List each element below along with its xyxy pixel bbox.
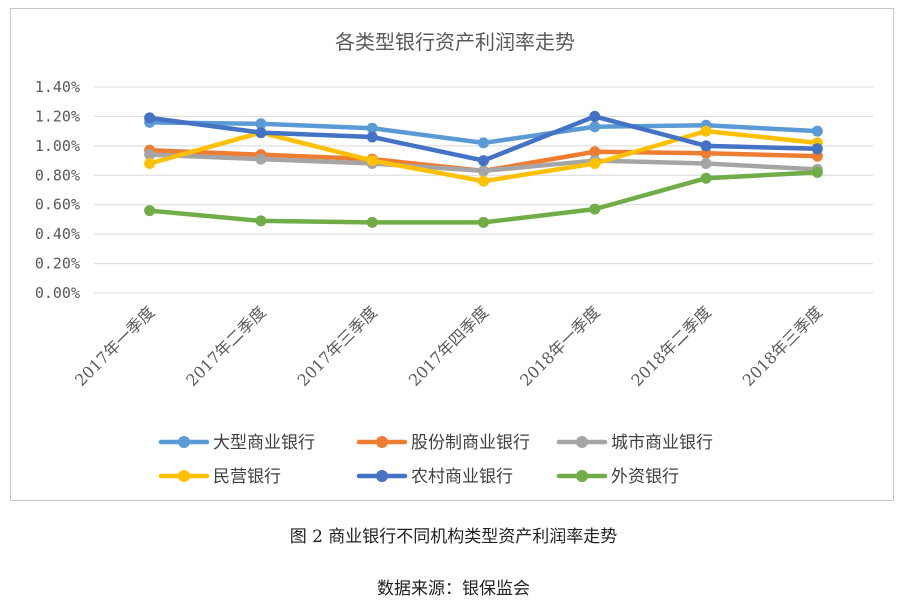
legend-swatch-marker (576, 470, 588, 482)
chart-title: 各类型银行资产利润率走势 (335, 30, 575, 54)
x-tick-label: 2017年一季度 (71, 302, 158, 389)
y-tick-label: 0.00% (35, 284, 80, 302)
x-tick-label: 2017年三季度 (294, 302, 381, 389)
data-point (144, 158, 156, 170)
figure-caption: 图 2 商业银行不同机构类型资产利润率走势 (289, 527, 618, 547)
data-point (589, 121, 601, 133)
data-point (255, 153, 267, 165)
legend-item: 股份制商业银行 (356, 433, 530, 453)
series-4 (144, 110, 823, 167)
data-point (478, 165, 489, 177)
legend-label: 股份制商业银行 (411, 433, 530, 453)
legend-item: 农村商业银行 (356, 467, 513, 487)
y-tick-label: 0.40% (35, 225, 80, 243)
legend-label: 城市商业银行 (611, 433, 713, 453)
legend-item: 大型商业银行 (158, 433, 315, 453)
x-tick-label: 2018年二季度 (627, 302, 714, 389)
data-point (144, 149, 156, 161)
data-point (144, 205, 156, 217)
data-point (478, 216, 489, 228)
data-point (700, 125, 712, 137)
data-point (589, 110, 601, 122)
legend-item: 外资银行 (556, 467, 679, 487)
legend-item: 城市商业银行 (556, 433, 713, 453)
data-point (366, 155, 378, 167)
series-lines (144, 110, 823, 228)
legend-label: 大型商业银行 (213, 433, 315, 453)
legend-label: 民营银行 (213, 467, 281, 487)
y-axis-ticks: 0.00% 0.20% 0.40% 0.60% 0.80% 1.00% 1.20% 1.40% (35, 78, 80, 302)
series-0 (144, 116, 823, 149)
legend-item: 民营银行 (158, 467, 281, 487)
legend-swatch-marker (376, 470, 388, 482)
data-point (811, 166, 823, 178)
data-point (478, 155, 489, 167)
y-tick-label: 1.00% (35, 137, 80, 155)
data-point (589, 158, 601, 170)
data-point (589, 203, 601, 215)
y-tick-label: 1.20% (35, 107, 80, 125)
data-point (478, 175, 489, 187)
x-axis-ticks: 2017年一季度 2017年二季度 2017年三季度 2017年四季度 2018年一季度… (71, 302, 826, 389)
data-point (366, 122, 378, 134)
y-tick-label: 1.40% (35, 78, 80, 96)
legend-label: 农村商业银行 (411, 467, 513, 487)
legend-label: 外资银行 (611, 467, 679, 487)
legend-swatch-marker (376, 436, 388, 448)
chart-frame: 各类型银行资产利润率走势 0.00% 0.20% 0.40% 0.60% 0.80% 1.… (10, 8, 894, 501)
data-point (255, 215, 267, 227)
source-caption: 数据来源：银保监会 (377, 579, 530, 599)
line-chart: 各类型银行资产利润率走势 0.00% 0.20% 0.40% 0.60% 0.80% 1.… (35, 30, 873, 487)
data-point (255, 127, 267, 139)
y-tick-label: 0.80% (35, 166, 80, 184)
legend-swatch-marker (576, 436, 588, 448)
data-point (700, 158, 712, 170)
data-point (366, 131, 378, 143)
x-tick-label: 2018年三季度 (739, 302, 826, 389)
y-tick-label: 0.20% (35, 255, 80, 273)
data-point (700, 140, 712, 152)
series-5 (144, 166, 823, 228)
legend-swatch-marker (178, 470, 190, 482)
gridlines (94, 86, 873, 294)
data-point (366, 216, 378, 228)
data-point (700, 172, 712, 184)
data-point (255, 118, 267, 130)
x-tick-label: 2017年二季度 (182, 302, 269, 389)
data-point (478, 137, 489, 149)
y-tick-label: 0.60% (35, 196, 80, 214)
x-tick-label: 2017年四季度 (405, 302, 492, 389)
data-point (589, 146, 601, 158)
x-tick-label: 2018年一季度 (516, 302, 603, 389)
data-point (811, 143, 823, 155)
data-point (811, 125, 823, 137)
legend-swatch-marker (178, 436, 190, 448)
data-point (144, 112, 156, 124)
